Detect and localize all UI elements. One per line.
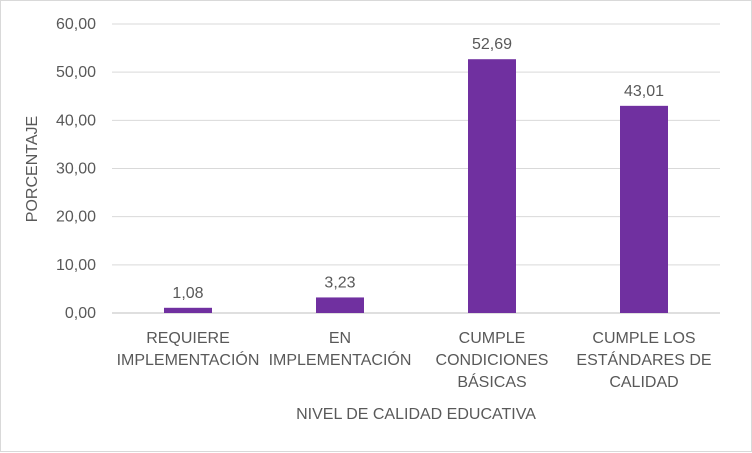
data-labels: 1,08 3,23 52,69 43,01 <box>172 36 664 302</box>
data-label: 1,08 <box>172 285 203 302</box>
bar <box>620 105 668 313</box>
data-label: 52,69 <box>472 36 512 53</box>
y-axis-title: PORCENTAJE <box>24 116 41 222</box>
bars <box>164 59 668 313</box>
x-tick-label: REQUIERE IMPLEMENTACIÓN <box>117 330 260 369</box>
y-axis-ticks: 0,00 10,00 20,00 30,00 40,00 50,00 60,00 <box>56 16 96 322</box>
x-axis-title: NIVEL DE CALIDAD EDUCATIVA <box>296 406 536 423</box>
gridlines <box>112 23 720 314</box>
y-tick-label: 60,00 <box>56 16 96 33</box>
y-tick-label: 40,00 <box>56 112 96 129</box>
y-tick-label: 50,00 <box>56 64 96 81</box>
data-label: 43,01 <box>624 83 664 100</box>
y-tick-label: 10,00 <box>56 257 96 274</box>
bar <box>468 59 516 313</box>
y-tick-label: 30,00 <box>56 161 96 178</box>
y-tick-label: 0,00 <box>65 305 96 322</box>
y-tick-label: 20,00 <box>56 209 96 226</box>
x-tick-label: EN IMPLEMENTACIÓN <box>269 330 412 369</box>
x-tick-label: CUMPLE CONDICIONES BÁSICAS <box>436 330 549 391</box>
bar <box>316 297 364 313</box>
x-tick-label: CUMPLE LOS ESTÁNDARES DE CALIDAD <box>576 330 711 391</box>
bar <box>164 307 212 313</box>
data-label: 3,23 <box>324 274 355 291</box>
